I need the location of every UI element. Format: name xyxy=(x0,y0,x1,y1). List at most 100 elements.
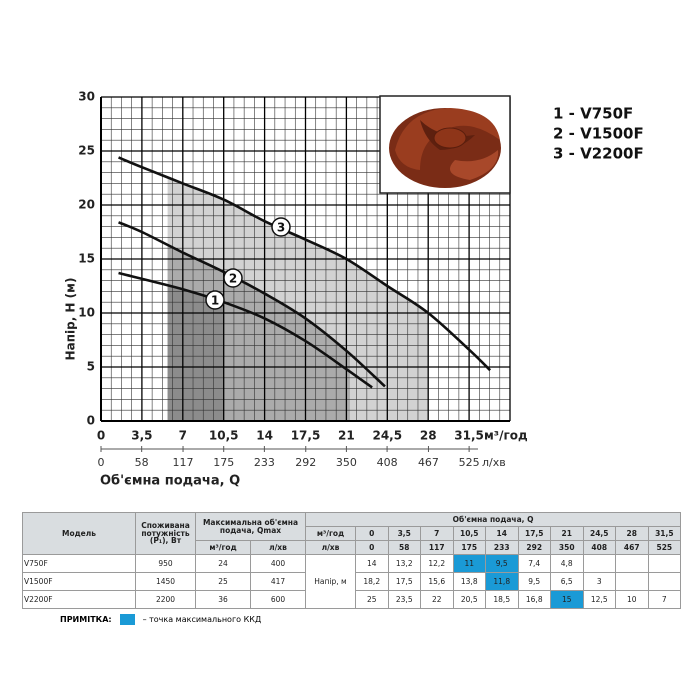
header-cell: 467 xyxy=(615,540,649,555)
curve xyxy=(118,271,373,389)
table-cell: 1450 xyxy=(135,572,196,591)
table-cell: 36 xyxy=(195,590,251,609)
head-cell: 23,5 xyxy=(387,590,421,609)
y-tick-label: 0 xyxy=(87,414,95,428)
x-tick-label: 7 xyxy=(179,429,187,443)
x-tick-label: 21 xyxy=(338,429,355,443)
curve-label: 3 xyxy=(277,221,285,235)
x2-unit: л/хв xyxy=(482,456,506,469)
head-cell: 9,5 xyxy=(517,572,551,591)
curve xyxy=(118,156,492,372)
table-cell: 950 xyxy=(135,554,196,573)
table-row: V1500F 1450 25 417 18,2 17,5 15,6 13,8 11,8 9,5 6,… xyxy=(22,572,682,591)
head-cell: 4,8 xyxy=(550,554,584,573)
header-cell: 350 xyxy=(550,540,584,555)
head-cell: 18,5 xyxy=(485,590,519,609)
impeller-hub xyxy=(433,127,467,149)
x-tick-label: 24,5 xyxy=(372,429,402,443)
x2-tick-label: 233 xyxy=(254,456,275,469)
header-cell: 28 xyxy=(615,526,649,541)
y-tick-label: 30 xyxy=(78,90,95,104)
empty-cell xyxy=(647,572,682,591)
operating-range xyxy=(167,285,224,421)
head-cell: 18,2 xyxy=(355,572,389,591)
table-row: Модель Споживана потужність (P₁), Вт Макси… xyxy=(22,512,682,555)
header-cell: Напір, м xyxy=(305,554,356,609)
header-cell: 58 xyxy=(387,540,421,555)
head-cell: 11,8 xyxy=(485,572,519,591)
curve-label-circle xyxy=(271,217,291,237)
head-cell: 7 xyxy=(647,590,682,609)
head-cell: 9,5 xyxy=(485,554,519,573)
model-cell: V1500F xyxy=(22,572,136,591)
table-cell: 25 xyxy=(195,572,251,591)
table-cell: 400 xyxy=(250,554,306,573)
head-cell: 7,4 xyxy=(517,554,551,573)
x-axis-title: Об'ємна подача, Q xyxy=(100,474,240,489)
empty-cell xyxy=(647,554,682,573)
header-cell: 525 xyxy=(647,540,682,555)
x-tick-label: 10,5 xyxy=(209,429,239,443)
head-cell: 17,5 xyxy=(387,572,421,591)
header-cell: л/хв xyxy=(250,540,306,555)
y-tick-label: 20 xyxy=(78,198,95,212)
note-label: ПРИМІТКА: xyxy=(60,615,112,624)
photo xyxy=(379,95,511,194)
header-cell: 0 xyxy=(355,540,389,555)
legend-entry: 1 - V750F xyxy=(553,105,633,123)
x2-tick-label: 0 xyxy=(98,456,105,469)
model-cell: V750F xyxy=(22,554,136,573)
x2-tick-label: 175 xyxy=(213,456,234,469)
header-cell: 233 xyxy=(485,540,519,555)
table-cell: 600 xyxy=(250,590,306,609)
header-cell: Максимальна об'ємна подача, Qmax xyxy=(195,512,306,541)
impeller-vane xyxy=(450,150,499,180)
header-cell: Споживана потужність (P₁), Вт xyxy=(135,512,196,555)
header-cell: 117 xyxy=(420,540,454,555)
note: ПРИМІТКА: – точка максимального ККД xyxy=(60,614,261,625)
curve-label-circle xyxy=(205,290,225,310)
header-cell: Модель xyxy=(22,512,136,555)
table-row: м³/год л/хв л/хв 0 58 117 175 233 292 350 408 467 52… xyxy=(23,540,682,555)
table-cell: 2200 xyxy=(135,590,196,609)
head-cell: 10 xyxy=(615,590,649,609)
head-cell: 12,5 xyxy=(582,590,616,609)
y-axis-title: Напір, H (м) xyxy=(64,278,78,361)
header-cell: 175 xyxy=(452,540,486,555)
header-cell: л/хв xyxy=(305,540,356,555)
x2-tick-label: 117 xyxy=(173,456,194,469)
head-cell: 11 xyxy=(452,554,486,573)
table-cell: 417 xyxy=(250,572,306,591)
table-row: м³/год 0 3,5 7 10,5 14 17,5 21 24,5 28 31,5 xyxy=(23,526,682,541)
table-row: V2200F 2200 36 600 25 23,5 22 20,5 18,5 16,8 15 12,… xyxy=(22,590,682,609)
header-cell: 292 xyxy=(517,540,551,555)
x2-tick-label: 525 xyxy=(459,456,480,469)
legend-entry: 3 - V2200F xyxy=(553,145,644,163)
spec-table: Модель Споживана потужність (P₁), Вт Макси… xyxy=(22,512,682,609)
head-cell: 6,5 xyxy=(550,572,584,591)
head-cell: 15 xyxy=(550,590,584,609)
x2-tick-label: 292 xyxy=(295,456,316,469)
header-cell: Об'ємна подача, Q xyxy=(304,512,682,527)
header-cell: 24,5 xyxy=(582,526,616,541)
x2-tick-label: 350 xyxy=(336,456,357,469)
head-cell: 22 xyxy=(420,590,454,609)
curve-label: 1 xyxy=(211,294,219,308)
curves: 12 3 xyxy=(118,156,492,389)
table-row: V750F 950 24 400 Напір, м 14 13,2 12,2 11 9,5 7,4 4… xyxy=(22,554,682,609)
table-cell: 24 xyxy=(195,554,251,573)
x-tick-label: 3,5 xyxy=(131,429,152,443)
empty-cell xyxy=(615,572,649,591)
x-tick-label: 31,5 xyxy=(454,429,484,443)
x-tick-label: 14 xyxy=(256,429,273,443)
header-cell: 31,5 xyxy=(647,526,682,541)
empty-cell xyxy=(615,554,649,573)
head-cell: 13,8 xyxy=(452,572,486,591)
y-tick-label: 15 xyxy=(78,252,95,266)
legend-entry: 2 - V1500F xyxy=(553,125,644,143)
head-cell: 15,6 xyxy=(420,572,454,591)
note-text: – точка максимального ККД xyxy=(142,615,262,624)
header-cell: м³/год xyxy=(195,540,251,555)
header-cell: 14 xyxy=(485,526,519,541)
